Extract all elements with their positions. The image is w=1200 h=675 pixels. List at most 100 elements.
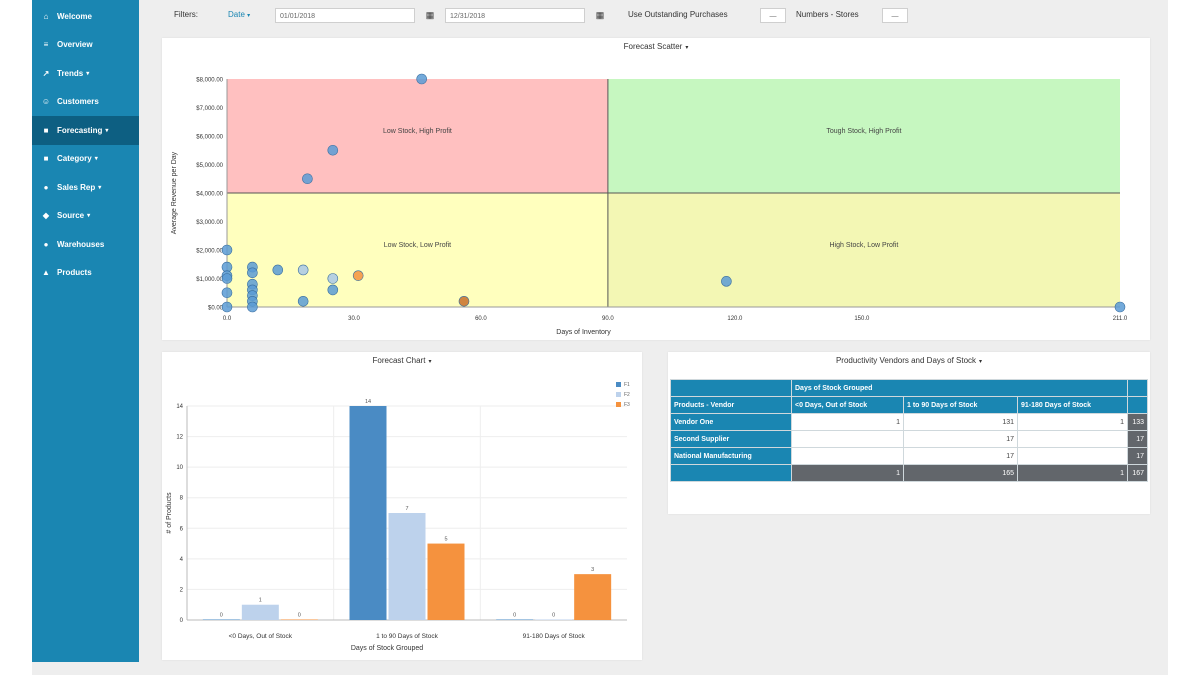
- sidebar-item-category[interactable]: ■ Category ▾: [32, 145, 139, 174]
- outstanding-purchases-dropdown[interactable]: —: [760, 8, 786, 23]
- sidebar-item-customers[interactable]: ☺ Customers: [32, 88, 139, 117]
- bar[interactable]: [349, 406, 387, 620]
- scatter-point[interactable]: [221, 244, 233, 256]
- bar-title-text: Forecast Chart: [372, 356, 426, 365]
- table-cell: 1: [1017, 413, 1128, 431]
- chevron-down-icon: ▾: [86, 70, 90, 77]
- bar-value-label: 0: [298, 613, 301, 619]
- row-header[interactable]: Products - Vendor: [670, 396, 792, 414]
- column-header[interactable]: <0 Days, Out of Stock: [791, 396, 904, 414]
- y-tick-label: 6: [180, 526, 184, 532]
- row-label[interactable]: Second Supplier: [670, 430, 792, 448]
- table-corner: [1127, 379, 1148, 397]
- date-to-input[interactable]: 12/31/2018: [445, 8, 585, 23]
- products-icon: ▲: [42, 268, 50, 278]
- x-tick-label: 211.0: [1113, 316, 1128, 322]
- bar-panel-title[interactable]: Forecast Chart ▾: [162, 356, 642, 365]
- scatter-point[interactable]: [327, 144, 339, 156]
- sidebar-item-welcome[interactable]: ⌂ Welcome: [32, 2, 139, 31]
- scatter-point[interactable]: [1114, 301, 1126, 313]
- legend-label: F3: [624, 402, 630, 408]
- legend-swatch[interactable]: [616, 392, 621, 397]
- scatter-point[interactable]: [272, 264, 284, 276]
- bar[interactable]: [427, 543, 465, 620]
- table-title-text: Productivity Vendors and Days of Stock: [835, 356, 977, 365]
- sidebar-item-source[interactable]: ◆ Source ▾: [32, 202, 139, 231]
- legend-swatch[interactable]: [616, 402, 621, 407]
- scatter-point[interactable]: [221, 287, 233, 299]
- column-total: 1: [1017, 464, 1128, 482]
- y-tick-label: $0.00: [208, 306, 224, 312]
- forecast-scatter-panel: Forecast Scatter ▾ Low Stock, High Profit…: [162, 38, 1150, 340]
- sidebar-item-trends[interactable]: ↗ Trends ▾: [32, 59, 139, 88]
- chevron-down-icon: ▾: [247, 13, 251, 19]
- table-panel-title[interactable]: Productivity Vendors and Days of Stock ▾: [668, 356, 1150, 365]
- list-icon: ≡: [43, 40, 49, 50]
- chevron-down-icon: ▾: [685, 45, 689, 51]
- scatter-point[interactable]: [297, 295, 309, 307]
- date-from-input[interactable]: 01/01/2018: [275, 8, 415, 23]
- chevron-down-icon: ▾: [94, 156, 98, 163]
- y-tick-label: $7,000.00: [196, 106, 223, 112]
- scatter-point[interactable]: [302, 173, 313, 185]
- bar[interactable]: [241, 604, 279, 620]
- scatter-point[interactable]: [221, 301, 233, 313]
- row-label[interactable]: National Manufacturing: [670, 447, 792, 465]
- calendar-icon[interactable]: ▦: [595, 10, 605, 20]
- scatter-point[interactable]: [247, 267, 258, 279]
- bar-value-label: 0: [220, 613, 223, 619]
- sales-rep-icon: ●: [43, 182, 49, 192]
- scatter-title-text: Forecast Scatter: [623, 42, 683, 51]
- scatter-point[interactable]: [247, 301, 258, 313]
- scatter-point[interactable]: [352, 270, 364, 281]
- column-header[interactable]: 1 to 90 Days of Stock: [903, 396, 1018, 414]
- x-tick-label: 1 to 90 Days of Stock: [376, 633, 439, 640]
- scatter-point[interactable]: [416, 73, 427, 85]
- scatter-point[interactable]: [327, 284, 339, 296]
- calendar-icon[interactable]: ▦: [425, 10, 435, 20]
- y-tick-label: 8: [180, 496, 184, 502]
- sidebar-item-sales-rep[interactable]: ● Sales Rep ▾: [32, 173, 139, 202]
- row-total: 17: [1127, 430, 1148, 448]
- bar[interactable]: [280, 619, 318, 621]
- bar-value-label: 5: [444, 537, 447, 543]
- bar[interactable]: [202, 619, 240, 621]
- chevron-down-icon: ▾: [428, 359, 432, 365]
- date-type-dropdown[interactable]: Date ▾: [228, 10, 250, 19]
- y-tick-label: 0: [180, 618, 184, 624]
- y-axis-label: Average Revenue per Day: [171, 151, 178, 234]
- sidebar-item-products[interactable]: ▲ Products: [32, 259, 139, 288]
- y-tick-label: 4: [180, 557, 184, 563]
- bar[interactable]: [496, 619, 534, 621]
- column-header[interactable]: 91-180 Days of Stock: [1017, 396, 1128, 414]
- app-window: ⌂ Welcome ≡ Overview ↗ Trends ▾ ☺ Customers ■ Fore…: [32, 0, 1168, 675]
- numbers-stores-dropdown[interactable]: —: [882, 8, 908, 23]
- x-tick-label: 30.0: [348, 316, 360, 322]
- row-label[interactable]: Vendor One: [670, 413, 792, 431]
- bar[interactable]: [388, 513, 426, 620]
- quadrant-label: Tough Stock, High Profit: [826, 128, 901, 135]
- x-tick-label: 90.0: [602, 316, 614, 322]
- sidebar-item-warehouses[interactable]: ● Warehouses: [32, 230, 139, 259]
- bar-value-label: 0: [513, 613, 516, 619]
- y-tick-label: $4,000.00: [196, 192, 223, 198]
- scatter-point[interactable]: [458, 295, 470, 307]
- scatter-point[interactable]: [327, 273, 339, 284]
- column-total: 165: [903, 464, 1018, 482]
- bar[interactable]: [535, 619, 573, 621]
- sidebar-item-forecasting[interactable]: ■ Forecasting ▾: [32, 116, 139, 145]
- sidebar-footer: [32, 662, 139, 675]
- table-cell: [791, 430, 904, 448]
- x-tick-label: 91-180 Days of Stock: [523, 633, 586, 640]
- x-tick-label: 150.0: [854, 316, 870, 322]
- table-row: Second Supplier 17 17: [670, 430, 1148, 448]
- scatter-point[interactable]: [221, 273, 233, 284]
- bar[interactable]: [574, 574, 612, 620]
- table-cell: 131: [903, 413, 1018, 431]
- scatter-point[interactable]: [297, 264, 309, 276]
- sidebar-item-overview[interactable]: ≡ Overview: [32, 31, 139, 60]
- legend-swatch[interactable]: [616, 382, 621, 387]
- scatter-panel-title[interactable]: Forecast Scatter ▾: [162, 42, 1150, 51]
- row-total: 17: [1127, 447, 1148, 465]
- scatter-point[interactable]: [721, 276, 732, 287]
